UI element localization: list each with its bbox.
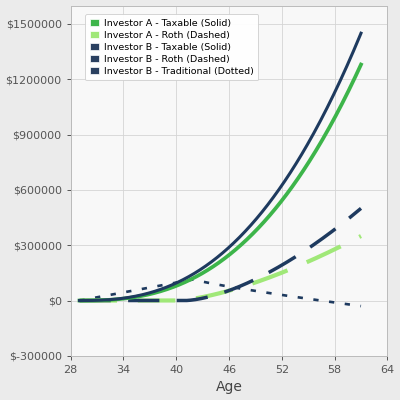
Legend: Investor A - Taxable (Solid), Investor A - Roth (Dashed), Investor B - Taxable (: Investor A - Taxable (Solid), Investor A… [85,14,258,80]
X-axis label: Age: Age [216,380,242,394]
